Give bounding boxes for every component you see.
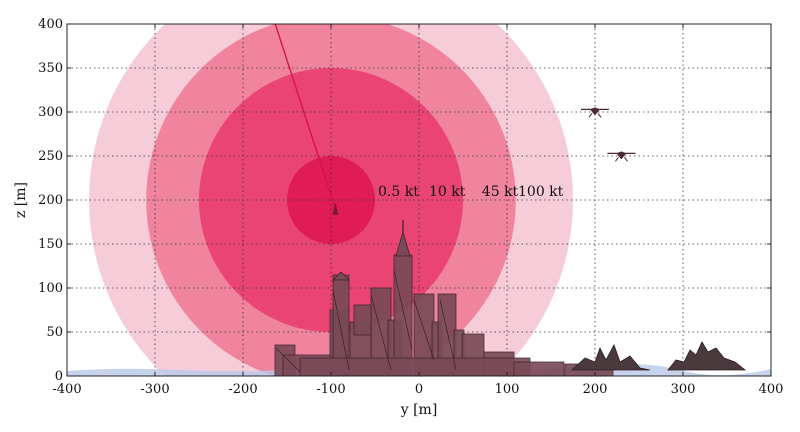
y-tick-label: 100 [38, 281, 63, 296]
trajectory-line [274, 24, 337, 210]
drone-leg [588, 113, 593, 118]
drone-body [616, 151, 627, 160]
facet [332, 289, 350, 371]
impact-marker [332, 202, 339, 215]
x-tick-label: -300 [140, 382, 169, 397]
facet [413, 299, 435, 361]
drone-leg [615, 157, 619, 162]
facet [370, 294, 392, 371]
y-tick-label: 0 [55, 369, 63, 384]
x-tick-label: 100 [495, 382, 520, 397]
y-tick-label: 300 [38, 105, 63, 120]
x-tick-label: -200 [228, 382, 257, 397]
y-tick-label: 150 [38, 237, 63, 252]
x-tick-label: 300 [671, 382, 696, 397]
x-axis-ticks: -400 -300 -200 -100 0 100 200 300 400 [52, 24, 783, 397]
building [513, 361, 565, 376]
x-tick-label: 200 [583, 382, 608, 397]
y-axis-ticks: 0 50 100 150 200 250 300 350 400 [38, 17, 771, 384]
grid [67, 24, 771, 376]
city-skyline [67, 220, 771, 376]
building [353, 304, 373, 336]
facet [439, 299, 457, 371]
ring-label-3: 0.5 kt [378, 184, 419, 200]
x-tick-label: -400 [52, 382, 81, 397]
x-tick-label: 0 [415, 382, 423, 397]
y-tick-label: 200 [38, 193, 63, 208]
facet [393, 269, 413, 351]
drone-leg [624, 157, 628, 162]
x-tick-label: -100 [316, 382, 345, 397]
x-tick-label: 400 [759, 382, 784, 397]
y-tick-label: 400 [38, 17, 63, 32]
roof [332, 271, 350, 281]
spire [395, 230, 411, 257]
drone-leg [597, 113, 602, 118]
trajectory [274, 24, 339, 215]
y-tick-label: 50 [46, 325, 63, 340]
ring-labels: 0.5 kt 10 kt 45 kt 100 kt [378, 184, 564, 200]
drone-1 [607, 151, 636, 162]
y-axis-label: z [m] [13, 182, 29, 218]
ring-label-2: 10 kt [429, 184, 466, 200]
cluster-1 [570, 344, 651, 371]
x-axis-label: y [m] [400, 402, 438, 418]
building [299, 357, 531, 376]
facet [275, 347, 301, 373]
ring-label-1: 45 kt [482, 184, 519, 200]
ring-label-0: 100 kt [518, 184, 564, 200]
cluster-2 [667, 341, 747, 371]
drones [581, 107, 636, 162]
y-tick-label: 350 [38, 61, 63, 76]
y-tick-label: 250 [38, 149, 63, 164]
drone-body [590, 107, 600, 116]
drone-0 [581, 107, 609, 118]
